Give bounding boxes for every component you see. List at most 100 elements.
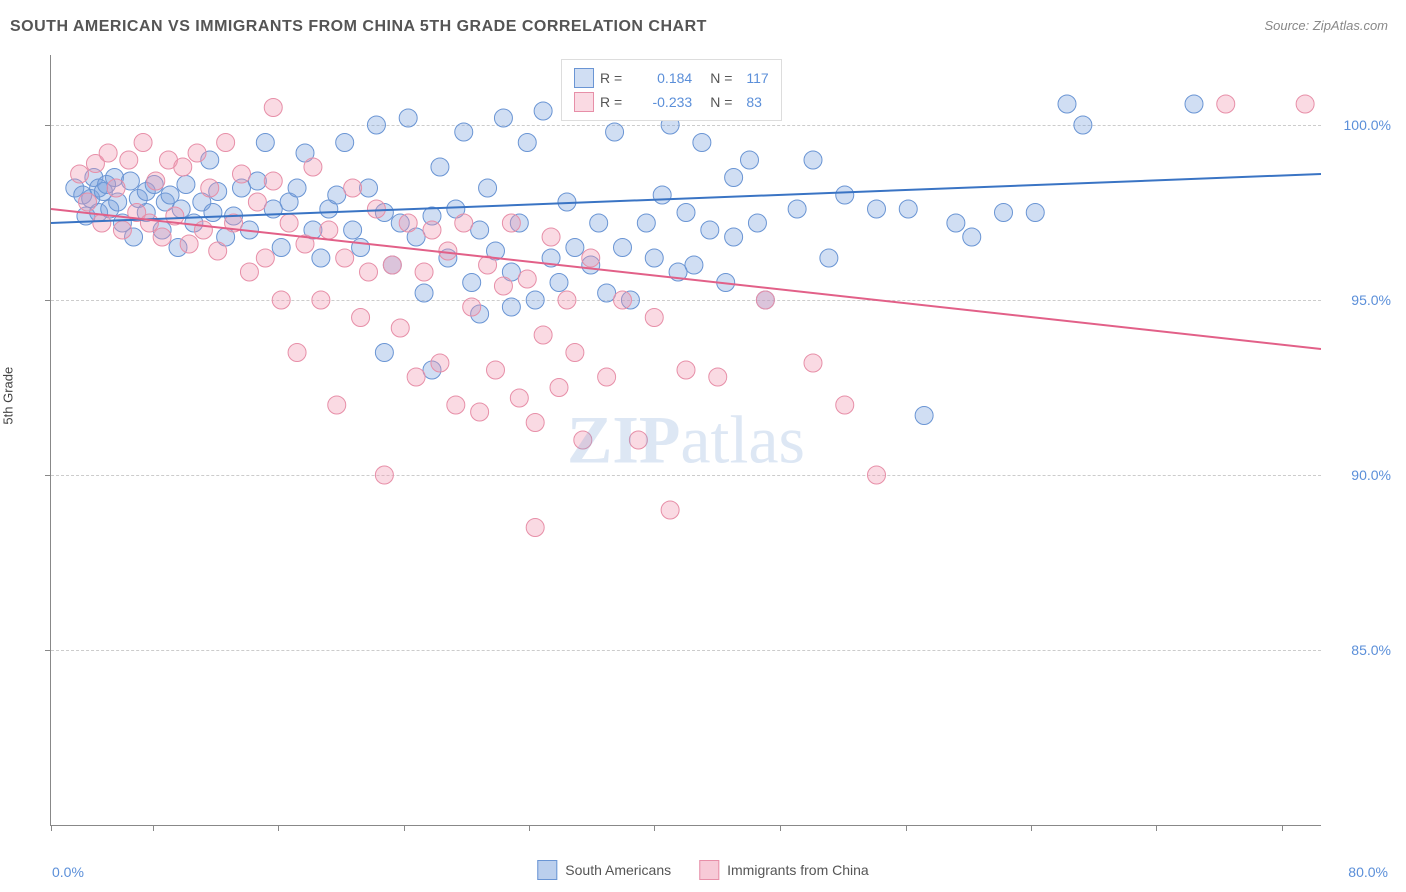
source-label: Source: ZipAtlas.com [1264,18,1388,33]
scatter-point [494,109,512,127]
x-tick [278,825,279,831]
scatter-point [1296,95,1314,113]
scatter-point [899,200,917,218]
scatter-point [391,319,409,337]
scatter-point [566,344,584,362]
legend-label: South Americans [565,862,671,878]
scatter-point [304,158,322,176]
scatter-point [399,109,417,127]
scatter-point [677,361,695,379]
scatter-point [415,284,433,302]
scatter-point [804,151,822,169]
scatter-svg [51,55,1321,825]
scatter-point [439,242,457,260]
scatter-point [526,519,544,537]
scatter-point [204,204,222,222]
scatter-point [120,151,138,169]
x-tick [51,825,52,831]
scatter-point [836,186,854,204]
scatter-point [174,158,192,176]
scatter-point [693,134,711,152]
chart-title: SOUTH AMERICAN VS IMMIGRANTS FROM CHINA … [10,18,707,36]
scatter-point [113,221,131,239]
scatter-point [447,396,465,414]
scatter-point [725,169,743,187]
stat-r-value: -0.233 [628,90,692,114]
scatter-point [1074,116,1092,134]
scatter-point [748,214,766,232]
scatter-point [558,291,576,309]
scatter-point [383,256,401,274]
stat-n-label: N = [698,90,732,114]
scatter-point [1026,204,1044,222]
scatter-point [947,214,965,232]
scatter-point [288,344,306,362]
scatter-point [407,368,425,386]
scatter-point [534,102,552,120]
scatter-point [1058,95,1076,113]
scatter-point [502,214,520,232]
y-tick-label: 100.0% [1331,117,1391,133]
scatter-point [180,235,198,253]
scatter-point [614,291,632,309]
x-tick [404,825,405,831]
scatter-point [471,221,489,239]
scatter-point [320,221,338,239]
scatter-point [352,309,370,327]
scatter-point [134,134,152,152]
scatter-point [233,165,251,183]
x-tick [780,825,781,831]
scatter-point [629,431,647,449]
scatter-point [79,193,97,211]
x-tick [1031,825,1032,831]
scatter-point [352,239,370,257]
stat-n-label: N = [698,66,732,90]
scatter-point [494,277,512,295]
scatter-point [542,228,560,246]
scatter-point [614,239,632,257]
scatter-point [820,249,838,267]
scatter-point [423,221,441,239]
scatter-point [177,176,195,194]
scatter-point [248,193,266,211]
x-tick [529,825,530,831]
scatter-point [455,214,473,232]
scatter-point [375,466,393,484]
scatter-point [248,172,266,190]
scatter-point [518,270,536,288]
scatter-point [550,379,568,397]
scatter-point [415,263,433,281]
scatter-point [367,200,385,218]
legend-swatch [574,68,594,88]
scatter-point [360,263,378,281]
scatter-point [756,291,774,309]
scatter-point [328,396,346,414]
x-axis-start-label: 0.0% [52,864,84,880]
scatter-point [526,414,544,432]
scatter-point [93,214,111,232]
stat-r-label: R = [600,90,622,114]
stat-r-value: 0.184 [628,66,692,90]
scatter-point [526,291,544,309]
y-tick-label: 85.0% [1331,642,1391,658]
scatter-point [661,501,679,519]
scatter-point [194,221,212,239]
x-tick [654,825,655,831]
scatter-point [995,204,1013,222]
y-axis-label: 5th Grade [1,367,16,425]
scatter-point [431,354,449,372]
scatter-point [463,274,481,292]
scatter-point [264,99,282,117]
scatter-point [288,179,306,197]
scatter-point [431,158,449,176]
scatter-point [336,134,354,152]
correlation-row: R = -0.233 N = 83 [574,90,769,114]
scatter-point [140,214,158,232]
scatter-point [463,298,481,316]
scatter-point [606,123,624,141]
scatter-point [344,179,362,197]
x-axis-end-label: 80.0% [1348,864,1388,880]
scatter-point [256,134,274,152]
scatter-point [868,200,886,218]
scatter-point [367,116,385,134]
